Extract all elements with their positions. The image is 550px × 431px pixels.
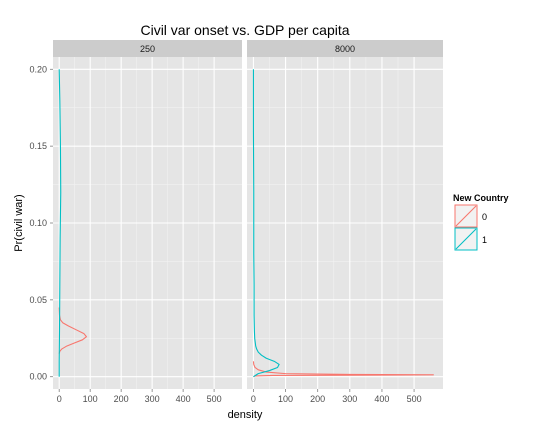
chart-title: Civil var onset vs. GDP per capita (140, 22, 349, 38)
series-group-2 (252, 69, 434, 378)
series-group-1 (58, 69, 88, 377)
x-tick-label: 100 (278, 394, 293, 404)
x-tick-label: 300 (145, 394, 160, 404)
x-tick-label: 500 (407, 394, 422, 404)
legend-key-line (455, 205, 477, 227)
y-tick-label: 0.05 (29, 295, 47, 305)
x-tick-labels-2: 0 100 200 300 400 500 (251, 389, 422, 404)
y-tick-label: 0.20 (29, 64, 47, 74)
legend-label-0: 0 (482, 212, 487, 222)
density-line-group-0 (252, 361, 434, 378)
x-tick-label: 0 (251, 394, 256, 404)
legend-key-line (455, 228, 477, 250)
x-tick-label: 100 (83, 394, 98, 404)
density-line-group-1 (58, 69, 62, 377)
facet-panel-1: 250 0 100 200 300 400 500 (53, 40, 242, 404)
x-tick-label: 200 (114, 394, 129, 404)
x-tick-label: 400 (176, 394, 191, 404)
density-line-group-1 (252, 69, 280, 378)
facet-panel-2: 8000 0 100 200 300 400 500 (247, 40, 443, 404)
x-tick-label: 400 (374, 394, 389, 404)
legend-title: New Country (453, 193, 509, 203)
grid-lines-1 (53, 57, 242, 389)
facet-strip-1 (53, 40, 242, 57)
legend-keys: 01 (454, 204, 487, 251)
facet-strip-label-2: 8000 (335, 44, 355, 54)
x-tick-label: 500 (207, 394, 222, 404)
y-axis-label: Pr(civil war) (13, 194, 25, 251)
y-tick-label: 0.10 (29, 218, 47, 228)
x-tick-labels-1: 0 100 200 300 400 500 (57, 389, 222, 404)
x-tick-label: 300 (342, 394, 357, 404)
x-axis-label: density (228, 409, 263, 421)
legend-label-1: 1 (482, 235, 487, 245)
facet-strip-2 (247, 40, 443, 57)
grid-lines-2 (247, 57, 443, 389)
y-tick-labels: 0.00 0.05 0.10 0.15 0.20 (29, 64, 53, 382)
facet-strip-label-1: 250 (140, 44, 155, 54)
y-tick-label: 0.15 (29, 141, 47, 151)
y-tick-label: 0.00 (29, 372, 47, 382)
density-line-group-0 (58, 307, 88, 354)
x-tick-label: 0 (57, 394, 62, 404)
legend: New Country 01 (453, 193, 509, 251)
x-tick-label: 200 (310, 394, 325, 404)
